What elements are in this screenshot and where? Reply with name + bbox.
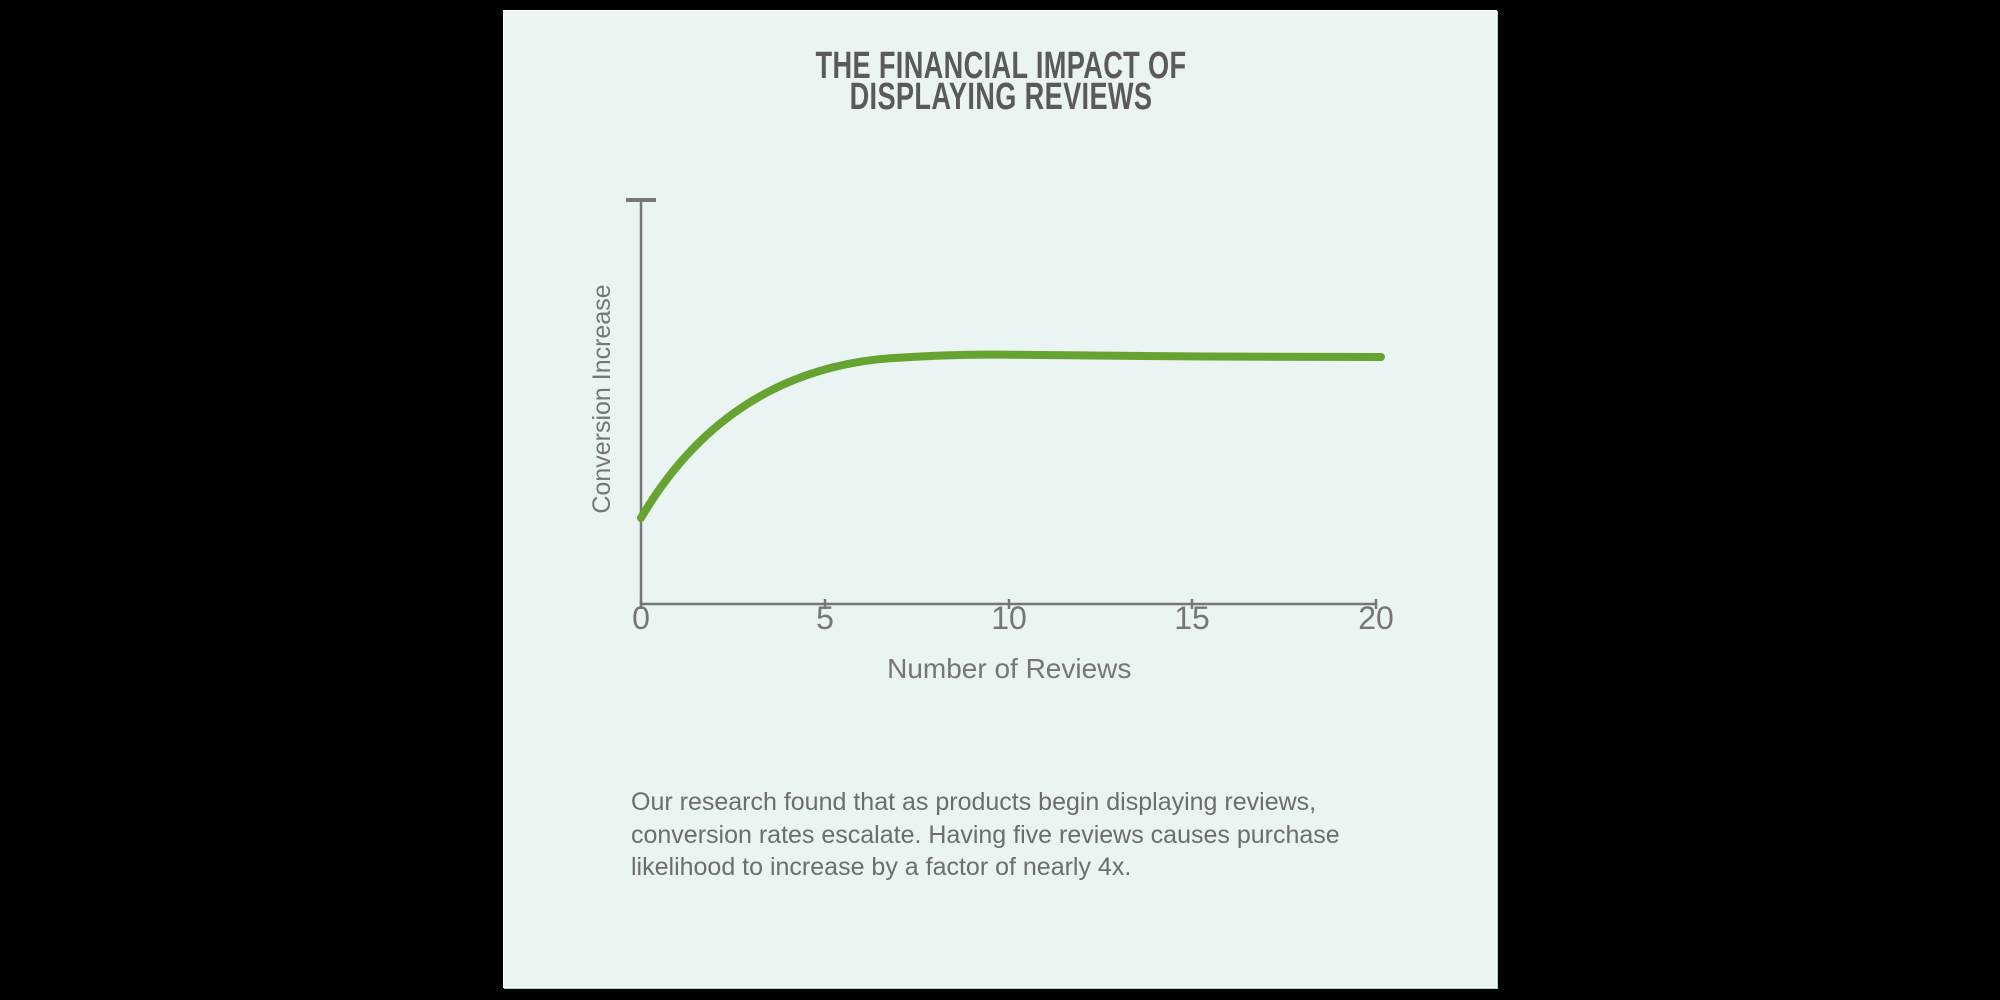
svg-text:10: 10 [991,600,1027,636]
svg-text:15: 15 [1174,600,1210,636]
svg-text:20: 20 [1358,600,1394,636]
svg-text:5: 5 [816,600,834,636]
svg-text:Number of Reviews: Number of Reviews [887,653,1131,684]
svg-text:0: 0 [632,600,650,636]
svg-text:Conversion Increase: Conversion Increase [588,284,616,513]
